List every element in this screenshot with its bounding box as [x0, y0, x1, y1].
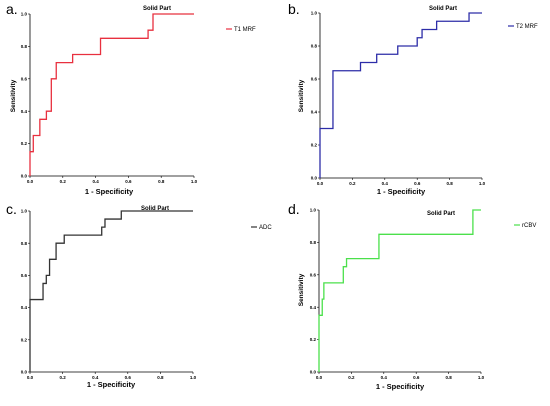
- x-tick-label: 0.6: [125, 375, 132, 380]
- x-axis-label: 1 - Specificity: [377, 187, 426, 196]
- y-tick-label: 0.2: [311, 143, 318, 148]
- chart-title: Solid Part: [143, 6, 171, 12]
- y-tick-label: 1.0: [21, 12, 28, 17]
- y-tick-label: 0.8: [21, 241, 28, 246]
- x-tick-label: 0.4: [92, 375, 99, 380]
- y-tick-label: 1.0: [21, 209, 28, 214]
- x-tick-label: 0.4: [92, 179, 99, 184]
- x-tick-label: 0.0: [317, 181, 324, 186]
- y-tick-label: 0.2: [21, 337, 28, 342]
- x-tick-label: 0.0: [316, 375, 323, 380]
- panel-letter: c.: [6, 201, 17, 217]
- x-tick-label: 0.4: [381, 375, 388, 380]
- roc-panel-2: b. Solid Part 0.0 0.2 0.4 0.6 0.8 1.0 0.0 0.2 0.4 0…: [288, 1, 538, 196]
- y-tick-label: 0.4: [21, 109, 28, 114]
- x-tick-label: 0.6: [413, 375, 420, 380]
- y-tick-label: 0.6: [311, 77, 318, 82]
- chart-title: Solid Part: [429, 6, 457, 12]
- chart-title: Solid Part: [427, 211, 455, 217]
- panel-letter: a.: [6, 1, 18, 17]
- y-tick-label: 0.4: [310, 305, 317, 310]
- y-tick-label: 1.0: [310, 208, 317, 213]
- legend-label: T1 MRF: [234, 27, 256, 33]
- y-tick-label: 0.6: [21, 76, 28, 81]
- y-tick-label: 0.2: [21, 141, 28, 146]
- x-axis-label: 1 - Specificity: [376, 382, 425, 391]
- x-tick-label: 0.6: [125, 179, 132, 184]
- x-tick-label: 0.2: [60, 179, 67, 184]
- legend-label: rCBV: [522, 223, 536, 229]
- roc-curve-line: [319, 12, 482, 178]
- x-tick-label: 0.8: [157, 375, 164, 380]
- y-tick-label: 0.0: [21, 370, 28, 375]
- y-tick-label: 0.6: [310, 272, 317, 277]
- x-tick-label: 0.4: [382, 181, 389, 186]
- x-tick-label: 0.2: [348, 375, 355, 380]
- x-tick-label: 0.8: [446, 181, 453, 186]
- y-tick-label: 0.2: [310, 337, 317, 342]
- y-tick-label: 0.0: [21, 174, 28, 179]
- y-axis-label: Sensitivity: [298, 79, 305, 112]
- x-tick-label: 0.0: [27, 375, 34, 380]
- x-tick-label: 0.8: [158, 179, 165, 184]
- y-tick-label: 0.4: [21, 305, 28, 310]
- chart-title: Solid Part: [141, 206, 169, 212]
- y-tick-label: 0.0: [310, 370, 317, 375]
- roc-panel-4: d. Solid Part 0.0 0.2 0.4 0.6 0.8 1.0 0.0 0.2 0.4 0…: [288, 201, 536, 391]
- roc-panel-3: c. Solid Part 0.0 0.2 0.4 0.6 0.8 1.0 0.0 0.2 0.4 0…: [6, 201, 272, 389]
- x-axis-label: 1 - Specificity: [85, 187, 134, 196]
- y-axis-label: Sensitivity: [298, 273, 305, 306]
- roc-panel-1: a. Solid Part 0.0 0.2 0.4 0.6 0.8 1.0 0.0 0.2 0.4 0…: [6, 1, 256, 196]
- y-tick-label: 0.8: [21, 44, 28, 49]
- x-tick-label: 1.0: [478, 375, 485, 380]
- roc-curve-line: [29, 13, 194, 176]
- y-axis-label: Sensitivity: [10, 79, 17, 112]
- legend-label: ADC: [259, 225, 272, 231]
- y-tick-label: 1.0: [311, 11, 318, 16]
- legend-label: T2 MRF: [516, 24, 538, 30]
- panel-letter: b.: [288, 1, 300, 17]
- x-tick-label: 0.0: [27, 179, 34, 184]
- x-tick-label: 0.2: [59, 375, 66, 380]
- y-tick-label: 0.8: [311, 44, 318, 49]
- x-axis-label: 1 - Specificity: [87, 380, 136, 389]
- x-tick-label: 1.0: [191, 179, 198, 184]
- x-tick-label: 0.2: [349, 181, 356, 186]
- x-tick-label: 0.8: [445, 375, 452, 380]
- panel-letter: d.: [288, 201, 300, 217]
- x-tick-label: 1.0: [190, 375, 197, 380]
- roc-curve-line: [29, 210, 193, 372]
- x-tick-label: 1.0: [479, 181, 486, 186]
- y-tick-label: 0.6: [21, 273, 28, 278]
- y-tick-label: 0.8: [310, 240, 317, 245]
- y-tick-label: 0.0: [311, 176, 318, 181]
- x-tick-label: 0.6: [414, 181, 421, 186]
- roc-curve-line: [318, 209, 481, 372]
- y-tick-label: 0.4: [311, 110, 318, 115]
